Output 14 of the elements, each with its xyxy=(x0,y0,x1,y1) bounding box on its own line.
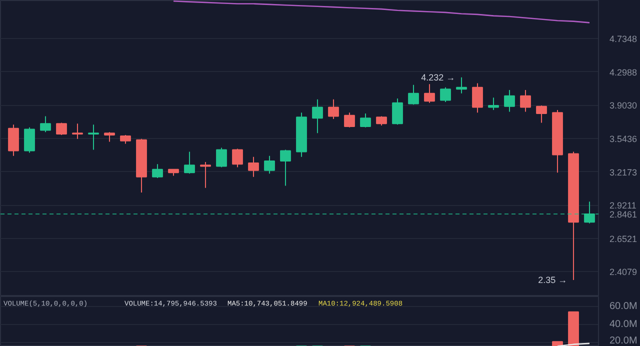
y-tick-label: 40.0M xyxy=(610,318,638,330)
y-tick-label: 3.5436 xyxy=(610,134,638,144)
y-tick-label: 2.9211 xyxy=(610,200,636,211)
y-tick-label: 2.6521 xyxy=(610,234,638,244)
y-tick-label: 4.2988 xyxy=(610,67,638,78)
y-tick-label: 3.9030 xyxy=(610,100,638,111)
annotation: 2.35 → xyxy=(538,274,568,285)
annotation: 4.232 → xyxy=(421,72,456,82)
y-tick-label: 3.2173 xyxy=(610,167,638,178)
y-tick-label: 2.4079 xyxy=(610,267,638,278)
y-tick-label: 20.0M xyxy=(610,336,638,346)
y-tick-label: 60.0M xyxy=(610,300,638,312)
ref-line-label: 2.8461 xyxy=(610,210,638,220)
y-tick-label: 4.7348 xyxy=(610,34,638,44)
